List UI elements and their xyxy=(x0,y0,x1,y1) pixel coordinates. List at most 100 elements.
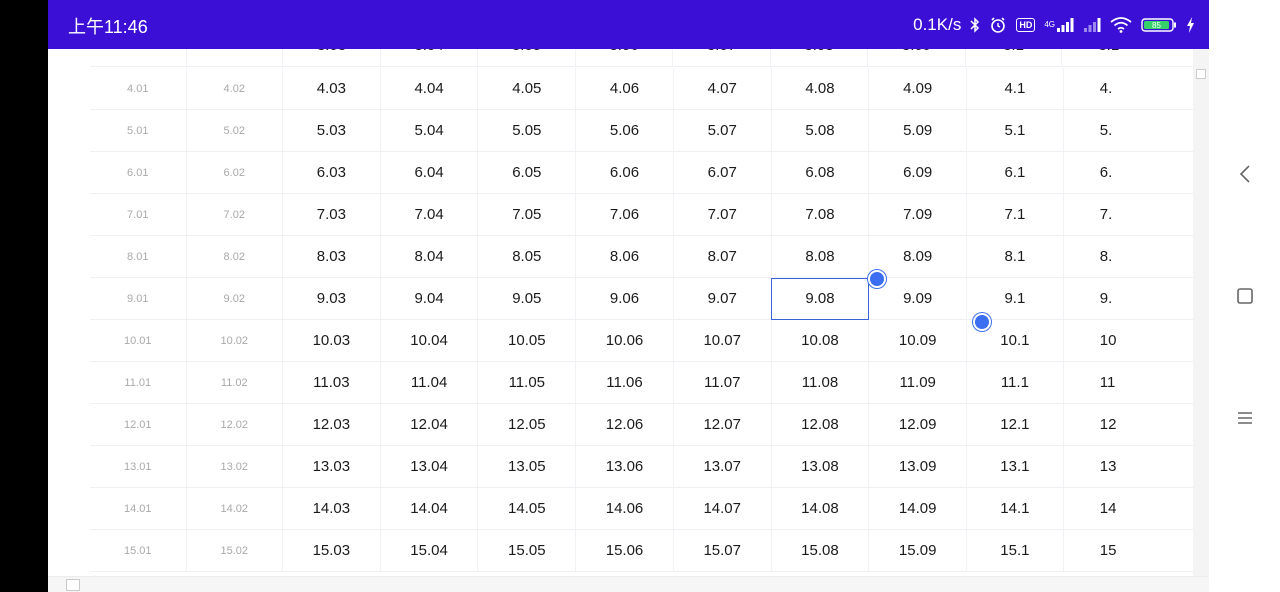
frozen-cell[interactable]: 4.01 xyxy=(90,68,187,110)
frozen-cell[interactable]: 10.01 xyxy=(90,319,187,362)
frozen-cell[interactable]: 5.02 xyxy=(186,109,283,152)
table-cell[interactable]: 9.03 xyxy=(282,277,381,320)
frozen-cell[interactable]: 7.01 xyxy=(90,193,187,236)
table-cell[interactable]: 15.1 xyxy=(966,529,1064,572)
table-cell[interactable]: 4.07 xyxy=(673,68,772,110)
back-icon[interactable] xyxy=(1233,162,1257,186)
table-cell[interactable]: 9.07 xyxy=(673,277,772,320)
table-cell[interactable]: 7.1 xyxy=(966,193,1064,236)
table-cell[interactable]: 9.05 xyxy=(477,277,577,320)
frozen-cell[interactable]: 5.01 xyxy=(90,109,187,152)
table-cell[interactable]: 4.05 xyxy=(477,68,577,110)
table-cell[interactable]: 5.1 xyxy=(966,109,1064,152)
table-cell[interactable]: 15.03 xyxy=(282,529,381,572)
table-cell[interactable]: 4.09 xyxy=(868,68,968,110)
table-cell[interactable]: 12.04 xyxy=(380,403,479,446)
table-cell[interactable]: 5.08 xyxy=(771,109,870,152)
table-cell[interactable]: 13.08 xyxy=(771,445,870,488)
table-cell[interactable]: 14.03 xyxy=(282,487,381,530)
frozen-cell[interactable]: 14.01 xyxy=(90,487,187,530)
table-cell[interactable]: 3.06 xyxy=(575,49,674,67)
table-cell[interactable]: 7. xyxy=(1063,193,1195,236)
table-cell[interactable]: 13.03 xyxy=(282,445,381,488)
table-cell[interactable]: 12.1 xyxy=(966,403,1064,446)
table-cell[interactable]: 11.09 xyxy=(868,361,968,404)
frozen-cell[interactable]: 11.01 xyxy=(90,361,187,404)
table-cell[interactable]: 7.09 xyxy=(868,193,968,236)
table-cell[interactable]: 8.1 xyxy=(966,235,1064,278)
table-cell[interactable]: 5.09 xyxy=(868,109,968,152)
table-cell[interactable]: 6.03 xyxy=(282,151,381,194)
table-cell[interactable]: 14.09 xyxy=(868,487,968,530)
table-cell[interactable]: 5.07 xyxy=(673,109,772,152)
vertical-scrollbar[interactable] xyxy=(1193,49,1209,576)
table-cell[interactable]: 8.04 xyxy=(380,235,479,278)
table-cell[interactable]: 5.04 xyxy=(380,109,479,152)
table-cell[interactable]: 6. xyxy=(1063,151,1195,194)
table-cell[interactable]: 10.03 xyxy=(282,319,381,362)
frozen-cell[interactable]: 13.01 xyxy=(90,445,187,488)
table-cell[interactable]: 13.09 xyxy=(868,445,968,488)
table-cell[interactable]: 8.06 xyxy=(575,235,674,278)
table-cell[interactable]: 12.05 xyxy=(477,403,577,446)
table-cell[interactable]: 7.05 xyxy=(477,193,577,236)
table-cell[interactable]: 4.1 xyxy=(966,68,1064,110)
table-cell[interactable]: 14.1 xyxy=(966,487,1064,530)
table-cell[interactable]: 15.04 xyxy=(380,529,479,572)
table-cell[interactable]: 13.05 xyxy=(477,445,577,488)
table-cell[interactable]: 11.06 xyxy=(575,361,674,404)
table-cell[interactable]: 15.07 xyxy=(673,529,772,572)
table-cell[interactable]: 14.06 xyxy=(575,487,674,530)
horizontal-scrollbar[interactable] xyxy=(48,576,1209,592)
table-cell[interactable]: 10.07 xyxy=(673,319,772,362)
frozen-cell[interactable]: 6.01 xyxy=(90,151,187,194)
frozen-cell[interactable]: 13.02 xyxy=(186,445,283,488)
table-cell[interactable]: 14.07 xyxy=(673,487,772,530)
frozen-cell[interactable]: 15.01 xyxy=(90,529,187,572)
table-cell[interactable]: 8.03 xyxy=(282,235,381,278)
table-cell[interactable]: 4.03 xyxy=(282,68,381,110)
table-cell[interactable]: 12.06 xyxy=(575,403,674,446)
frozen-cell[interactable]: 6.02 xyxy=(186,151,283,194)
frozen-cell[interactable]: 11.02 xyxy=(186,361,283,404)
table-cell[interactable]: 11.04 xyxy=(380,361,479,404)
table-cell[interactable]: 3.07 xyxy=(672,49,771,67)
frozen-cell[interactable]: 9.01 xyxy=(90,277,187,320)
selection-start-handle[interactable] xyxy=(868,270,886,288)
table-cell[interactable]: 9.09 xyxy=(868,277,968,320)
table-cell[interactable]: 11.08 xyxy=(771,361,870,404)
table-cell[interactable]: 14 xyxy=(1063,487,1195,530)
table-cell[interactable]: 7.06 xyxy=(575,193,674,236)
table-cell[interactable]: 12.03 xyxy=(282,403,381,446)
table-cell[interactable]: 5. xyxy=(1063,109,1195,152)
selection-end-handle[interactable] xyxy=(973,313,991,331)
frozen-cell[interactable]: 7.02 xyxy=(186,193,283,236)
frozen-cell[interactable]: 3.01 xyxy=(90,49,187,67)
table-cell[interactable]: 4. xyxy=(1063,68,1195,110)
table-cell[interactable]: 14.05 xyxy=(477,487,577,530)
table-cell[interactable]: 8.08 xyxy=(771,235,870,278)
table-cell[interactable]: 10 xyxy=(1063,319,1195,362)
table-cell[interactable]: 3.05 xyxy=(477,49,576,67)
table-cell[interactable]: 3.09 xyxy=(867,49,966,67)
table-cell[interactable]: 8. xyxy=(1063,235,1195,278)
selected-cell[interactable]: 9.08 xyxy=(771,277,870,320)
table-cell[interactable]: 11 xyxy=(1063,361,1195,404)
home-square-icon[interactable] xyxy=(1233,284,1257,308)
table-cell[interactable]: 15.09 xyxy=(868,529,968,572)
table-cell[interactable]: 13 xyxy=(1063,445,1195,488)
table-cell[interactable]: 11.1 xyxy=(966,361,1064,404)
table-cell[interactable]: 5.06 xyxy=(575,109,674,152)
frozen-cell[interactable]: 9.02 xyxy=(186,277,283,320)
table-cell[interactable]: 11.07 xyxy=(673,361,772,404)
table-cell[interactable]: 11.05 xyxy=(477,361,577,404)
table-cell[interactable]: 6.05 xyxy=(477,151,577,194)
frozen-cell[interactable]: 4.02 xyxy=(186,68,283,110)
table-cell[interactable]: 6.09 xyxy=(868,151,968,194)
table-cell[interactable]: 6.08 xyxy=(771,151,870,194)
table-cell[interactable]: 14.08 xyxy=(771,487,870,530)
table-cell[interactable]: 12.08 xyxy=(771,403,870,446)
table-cell[interactable]: 6.06 xyxy=(575,151,674,194)
frozen-cell[interactable]: 12.01 xyxy=(90,403,187,446)
table-cell[interactable]: 10.06 xyxy=(575,319,674,362)
